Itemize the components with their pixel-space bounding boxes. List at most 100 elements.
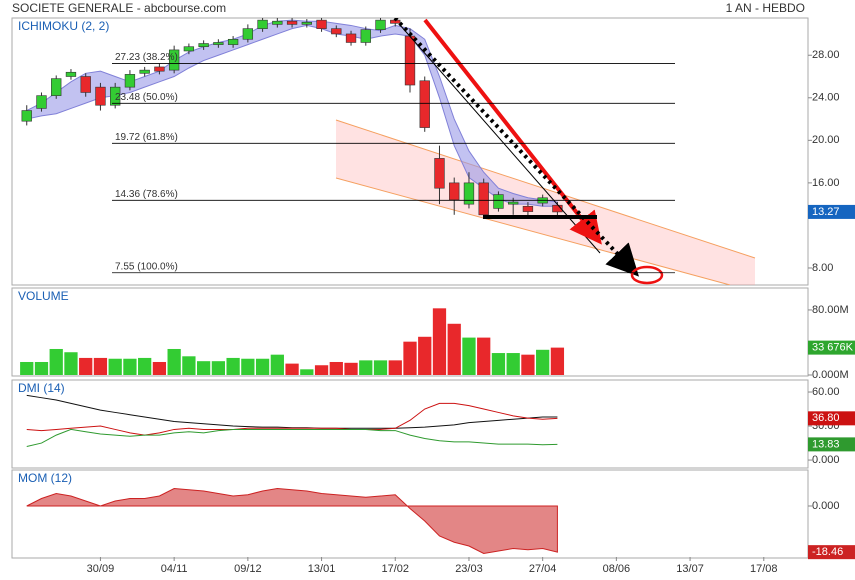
volume-bar bbox=[432, 308, 447, 375]
panel-title: MOM (12) bbox=[18, 471, 72, 485]
volume-bar bbox=[64, 352, 78, 375]
x-tick-label: 30/09 bbox=[87, 563, 115, 575]
fib-label: 14.36 (78.6%) bbox=[115, 189, 178, 200]
y-tick-label: 8.00 bbox=[812, 262, 833, 274]
y-tick-label: 0.000 bbox=[812, 500, 840, 512]
volume-bar bbox=[521, 354, 535, 375]
candle-body bbox=[434, 158, 445, 189]
volume-bar bbox=[152, 361, 167, 375]
last-value-box bbox=[808, 340, 855, 355]
volume-bar bbox=[20, 361, 34, 375]
candle-body bbox=[375, 19, 386, 31]
period: 1 AN - HEBDO bbox=[726, 1, 805, 15]
candle-body bbox=[95, 86, 106, 106]
x-tick-label: 27/04 bbox=[529, 563, 557, 575]
volume-bar bbox=[285, 363, 299, 375]
candle-body bbox=[419, 80, 430, 128]
last-value-box bbox=[808, 545, 855, 560]
candle-body bbox=[301, 21, 312, 25]
x-tick-label: 13/07 bbox=[676, 563, 704, 575]
candle-body bbox=[168, 49, 180, 71]
page-title: SOCIETE GENERALE - abcbourse.com bbox=[12, 1, 226, 15]
x-tick-label: 17/02 bbox=[381, 563, 409, 575]
volume-bar bbox=[506, 353, 520, 375]
volume-bar bbox=[93, 357, 108, 375]
candles bbox=[21, 18, 563, 217]
candle-body bbox=[110, 86, 121, 106]
last-value-box bbox=[808, 204, 855, 219]
candle-body bbox=[257, 19, 268, 29]
x-tick-label: 17/08 bbox=[750, 563, 778, 575]
panel-title: DMI (14) bbox=[18, 381, 65, 395]
last-value-label: -18.46 bbox=[812, 546, 843, 558]
y-tick-label: 80.00M bbox=[812, 304, 849, 316]
fib-label: 7.55 (100.0%) bbox=[115, 261, 178, 272]
candle-body bbox=[463, 182, 475, 205]
volume-bar bbox=[314, 365, 329, 375]
volume-bar bbox=[388, 360, 402, 375]
panel-frame bbox=[11, 17, 809, 286]
volume-bar bbox=[477, 337, 491, 375]
y-tick-label: 0.000 bbox=[812, 454, 840, 466]
trend-drawings bbox=[393, 18, 664, 285]
candle-body bbox=[345, 33, 357, 43]
candle-body bbox=[227, 38, 239, 45]
volume-bar bbox=[79, 357, 93, 375]
candle-body bbox=[522, 205, 534, 212]
x-tick-label: 08/06 bbox=[603, 563, 631, 575]
target-ellipse bbox=[630, 265, 664, 285]
volume-bar bbox=[491, 353, 506, 375]
volume-bar bbox=[108, 358, 122, 375]
volume-bar bbox=[49, 348, 63, 375]
x-tick-label: 09/12 bbox=[234, 563, 262, 575]
volume-bar bbox=[536, 349, 550, 375]
panel-title: ICHIMOKU (2, 2) bbox=[18, 19, 109, 33]
candle-body bbox=[65, 71, 77, 77]
x-tick-label: 04/11 bbox=[161, 563, 188, 575]
candle-body bbox=[360, 29, 371, 43]
panel-frame bbox=[11, 379, 809, 469]
volume-bar bbox=[182, 356, 196, 375]
candle-body bbox=[154, 66, 165, 72]
candle-body bbox=[36, 95, 47, 109]
volume-bar bbox=[462, 337, 476, 375]
dmi-line bbox=[26, 402, 558, 436]
candle-body bbox=[51, 78, 62, 96]
fib-label: 27.23 (38.2%) bbox=[115, 52, 178, 63]
volume-bar bbox=[403, 341, 417, 375]
last-value-label: 33 676K bbox=[812, 342, 854, 354]
last-value-label: 13.83 bbox=[812, 438, 840, 450]
volume-bar bbox=[255, 358, 270, 375]
volume-bar bbox=[123, 358, 137, 375]
candle-body bbox=[508, 201, 519, 205]
volume-bar bbox=[550, 347, 565, 375]
candle-body bbox=[139, 69, 150, 74]
channel-line bbox=[335, 177, 731, 285]
trend-arrow bbox=[393, 18, 639, 277]
volume-bar bbox=[34, 361, 49, 375]
y-tick-label: 24.00 bbox=[812, 92, 840, 104]
fib-label: 23.48 (50.0%) bbox=[115, 92, 178, 103]
candle-body bbox=[331, 28, 342, 35]
candle-body bbox=[552, 204, 563, 213]
y-tick-label: 20.00 bbox=[812, 134, 840, 146]
candle-body bbox=[286, 20, 298, 25]
volume-bar bbox=[241, 358, 255, 375]
candle-body bbox=[242, 28, 254, 40]
volume-bar bbox=[344, 362, 358, 375]
candle-body bbox=[213, 42, 224, 45]
dmi-line bbox=[26, 394, 558, 429]
volume-bar bbox=[300, 369, 314, 375]
panel-title: VOLUME bbox=[18, 289, 69, 303]
candle-body bbox=[21, 110, 32, 122]
panel-frame bbox=[11, 287, 809, 377]
y-tick-label: 28.00 bbox=[812, 49, 840, 61]
candle-body bbox=[404, 35, 416, 86]
volume-bar bbox=[359, 360, 373, 375]
x-tick-label: 13/01 bbox=[308, 563, 336, 575]
volume-bar bbox=[418, 336, 432, 375]
last-value-box bbox=[808, 411, 855, 426]
volume-bar bbox=[270, 354, 284, 375]
volume-bar bbox=[167, 348, 181, 375]
